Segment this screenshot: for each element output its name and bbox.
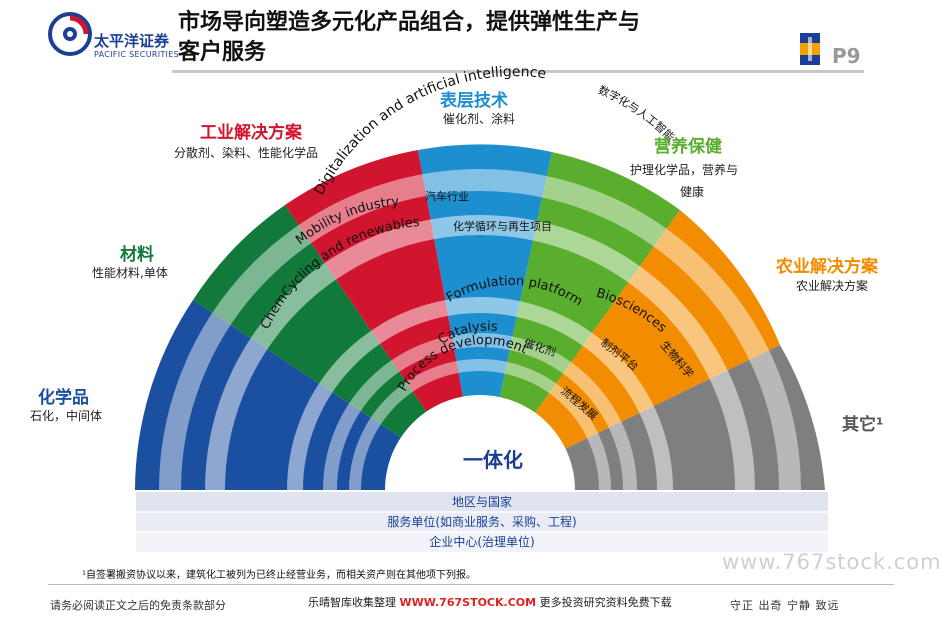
- segment-industrial-title: 工业解决方案: [200, 123, 302, 143]
- segment-industrial-sub: 分散剂、染料、性能化学品: [174, 146, 319, 160]
- segment-agri-sub: 农业解决方案: [796, 279, 869, 293]
- center-label: 一体化: [463, 448, 523, 472]
- arc-mobility-cn: 汽车行业: [425, 189, 469, 203]
- footer-source-a: 乐晴智库收集整理: [308, 596, 396, 609]
- segment-materials-sub: 性能材料,单体: [92, 266, 168, 280]
- segment-other-title: 其它¹: [842, 415, 884, 435]
- footnote: ¹自签署搬资协议以来，建筑化工被列为已终止经营业务，而相关资产则在其他项下列报。: [82, 570, 477, 581]
- logo-english-name: PACIFIC SECURITIES: [94, 50, 179, 59]
- center-core: [385, 395, 575, 490]
- wedge-agri: [480, 210, 780, 490]
- translucent-bands: [159, 169, 801, 491]
- layer-corporate-center: 企业中心(治理单位): [429, 535, 535, 549]
- footer-source-b: 更多投资研究资料免费下载: [539, 596, 672, 609]
- watermark: www.767stock.com: [722, 550, 942, 574]
- title-divider: [172, 70, 864, 73]
- footer-disclaimer: 请务必阅读正文之后的免责条款部分: [50, 599, 226, 612]
- segment-nutrition-title: 营养保健: [654, 137, 722, 157]
- layer-band-2: [136, 512, 828, 532]
- segment-nutrition-sub: 护理化学品，营养与: [630, 163, 739, 177]
- arc-chemcycling-cn: 化学循环与再生项目: [453, 219, 552, 233]
- segment-chemicals-sub: 石化，中间体: [30, 409, 103, 423]
- footer-divider: [48, 584, 894, 585]
- footer-source: 乐晴智库收集整理 WWW.767STOCK.COM 更多投资研究资料免费下载: [308, 594, 672, 610]
- layer-service-units: 服务单位(如商业服务、采购、工程): [387, 515, 577, 529]
- segment-surface-title: 表层技术: [440, 91, 508, 111]
- page-number: P9: [832, 44, 861, 68]
- layer-band-1: [136, 492, 828, 512]
- wedge-nutrition: [480, 152, 680, 490]
- pacific-securities-logo-icon: [48, 12, 92, 56]
- wedge-materials: [193, 205, 480, 490]
- page-title: 市场导向塑造多元化产品组合，提供弹性生产与 客户服务: [178, 8, 778, 68]
- segment-surface-sub: 催化剂、涂料: [443, 112, 516, 126]
- layer-regions: 地区与国家: [451, 495, 512, 509]
- segment-chemicals-title: 化学品: [38, 388, 89, 408]
- footer-motto: 守正 出奇 宁静 致远: [730, 599, 840, 612]
- title-line-2: 客户服务: [178, 40, 267, 65]
- layer-band-3: [136, 532, 828, 552]
- footer-url-link[interactable]: WWW.767STOCK.COM: [399, 596, 537, 609]
- segment-materials-title: 材料: [120, 245, 154, 265]
- brand-badge-icon: [800, 33, 820, 65]
- logo-chinese-name: 太平洋证券: [94, 32, 170, 50]
- segment-nutrition-sub2: 健康: [680, 185, 705, 199]
- segment-agri-title: 农业解决方案: [776, 257, 878, 277]
- title-line-1: 市场导向塑造多元化产品组合，提供弹性生产与: [178, 10, 641, 35]
